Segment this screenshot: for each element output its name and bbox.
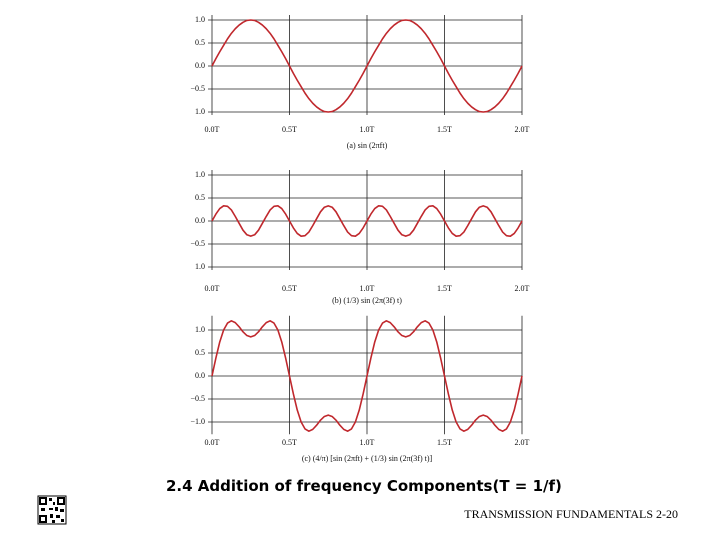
x-axis-caption: (c) (4/π) [sin (2πft) + (1/3) sin (2π(3f… <box>302 454 433 463</box>
y-tick-label: 0.0 <box>195 61 205 70</box>
slide-footer: TRANSMISSION FUNDAMENTALS 2-20 <box>464 507 678 521</box>
x-tick-label: 0.0T <box>205 125 220 134</box>
curve <box>211 205 523 237</box>
x-tick-label: 1.5T <box>437 284 452 293</box>
curve <box>211 320 523 432</box>
y-tick-label: 1.0 <box>195 107 205 116</box>
y-tick-label: 1.0 <box>195 170 205 179</box>
x-tick-label: 0.0T <box>205 284 220 293</box>
x-tick-label: 0.0T <box>205 438 220 447</box>
curve <box>211 19 523 113</box>
y-tick-label: −1.0 <box>190 417 205 426</box>
x-axis-caption: (a) sin (2πft) <box>347 141 388 150</box>
y-tick-label: 0.0 <box>195 371 205 380</box>
y-tick-label: −0.5 <box>190 394 205 403</box>
x-tick-label: 2.0T <box>515 284 530 293</box>
y-tick-label: 0.5 <box>195 348 205 357</box>
y-tick-label: −0.5 <box>190 84 205 93</box>
y-tick-label: 1.0 <box>195 325 205 334</box>
y-tick-label: −0.5 <box>190 239 205 248</box>
slide-title: 2.4 Addition of frequency Components(T =… <box>166 477 562 495</box>
x-tick-label: 0.5T <box>282 284 297 293</box>
y-tick-label: 1.0 <box>195 15 205 24</box>
y-tick-label: 1.0 <box>195 262 205 271</box>
x-tick-label: 1.0T <box>360 438 375 447</box>
qr-code <box>37 495 67 525</box>
x-tick-label: 1.0T <box>360 125 375 134</box>
y-tick-label: 0.5 <box>195 38 205 47</box>
x-tick-label: 1.5T <box>437 125 452 134</box>
x-tick-label: 2.0T <box>515 125 530 134</box>
x-tick-label: 0.5T <box>282 125 297 134</box>
y-tick-label: 0.0 <box>195 216 205 225</box>
x-tick-label: 1.5T <box>437 438 452 447</box>
x-axis-caption: (b) (1/3) sin (2π(3f) t) <box>332 296 402 305</box>
y-tick-label: 0.5 <box>195 193 205 202</box>
x-tick-label: 0.5T <box>282 438 297 447</box>
x-tick-label: 2.0T <box>515 438 530 447</box>
x-tick-label: 1.0T <box>360 284 375 293</box>
